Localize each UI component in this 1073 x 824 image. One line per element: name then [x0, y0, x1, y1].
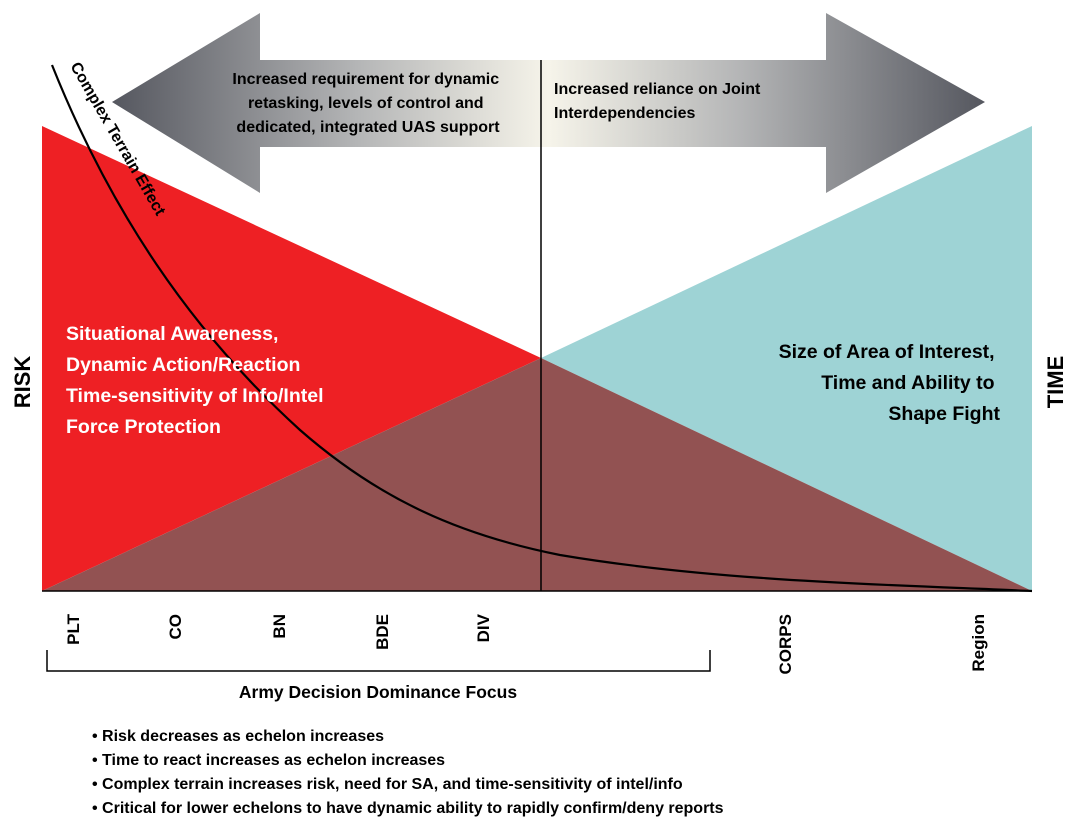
red-region-line: Situational Awareness,: [66, 323, 278, 345]
risk-axis-label: RISK: [10, 356, 35, 409]
bullet-item: • Time to react increases as echelon inc…: [92, 752, 446, 769]
focus-bracket: [46, 650, 711, 672]
teal-region-line: Size of Area of Interest,: [779, 341, 995, 363]
time-axis-label: TIME: [1043, 356, 1068, 409]
double-arrow: [112, 13, 985, 193]
echelon-label: PLT: [64, 613, 83, 644]
teal-region-text: Size of Area of Interest, Time and Abili…: [779, 341, 1001, 425]
echelon-label: DIV: [474, 613, 493, 642]
echelon-label: BN: [270, 614, 289, 639]
red-region-text: Situational Awareness, Dynamic Action/Re…: [66, 323, 329, 438]
arrow-right-text: Increased reliance on Joint Interdepende…: [554, 81, 765, 122]
arrow-left-line: retasking, levels of control and: [248, 95, 484, 112]
arrow-right-line: Interdependencies: [554, 105, 695, 122]
red-region-line: Force Protection: [66, 416, 221, 438]
bullet-item: • Critical for lower echelons to have dy…: [92, 800, 724, 817]
echelon-label: Region: [969, 614, 988, 672]
time-triangle: [541, 126, 1032, 591]
red-region-line: Time-sensitivity of Info/Intel: [66, 385, 324, 407]
teal-region-line: Shape Fight: [888, 403, 1000, 425]
complex-terrain-curve: [50, 64, 1033, 593]
arrow-left-text: Increased requirement for dynamic retask…: [232, 71, 503, 136]
echelon-label: BDE: [373, 614, 392, 650]
arrow-left-line: Increased requirement for dynamic: [232, 71, 499, 88]
echelon-label: CO: [166, 614, 185, 640]
bracket-label: Army Decision Dominance Focus: [239, 682, 517, 702]
overlap-region: [42, 358, 1032, 591]
bullet-item: • Complex terrain increases risk, need f…: [92, 776, 683, 793]
arrow-right-line: Increased reliance on Joint: [554, 81, 761, 98]
bullet-item: • Risk decreases as echelon increases: [92, 728, 385, 745]
risk-triangle: [42, 126, 541, 591]
teal-region-line: Time and Ability to: [821, 372, 994, 394]
echelon-label: CORPS: [776, 614, 795, 674]
red-region-line: Dynamic Action/Reaction: [66, 354, 300, 376]
arrow-left-line: dedicated, integrated UAS support: [236, 119, 500, 136]
